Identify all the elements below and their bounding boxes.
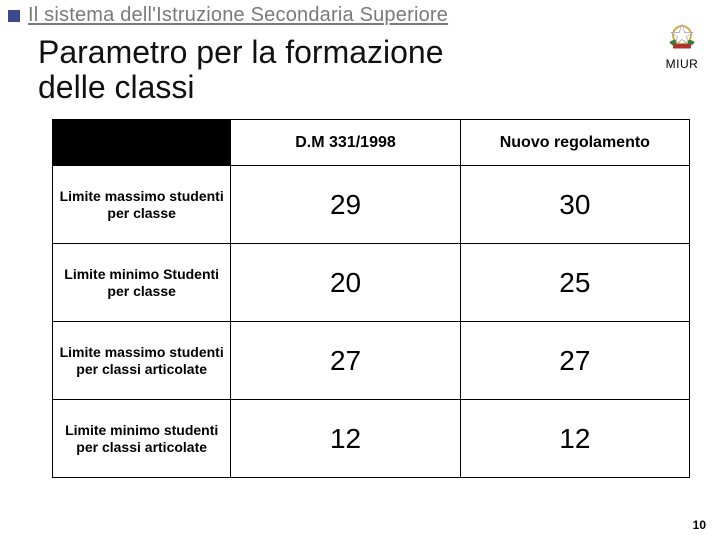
table-row: Limite massimo studenti per classe 29 30 [53,166,690,244]
page-title: Parametro per la formazione delle classi [38,35,444,105]
col-header-new: Nuovo regolamento [460,120,689,166]
title-line2: delle classi [38,69,195,105]
table-wrap: D.M 331/1998 Nuovo regolamento Limite ma… [0,105,720,478]
parameters-table: D.M 331/1998 Nuovo regolamento Limite ma… [52,119,690,478]
row-label: Limite minimo studenti per classi artico… [53,400,231,478]
row-label: Limite massimo studenti per classe [53,166,231,244]
cell-value: 12 [231,400,460,478]
cell-value: 25 [460,244,689,322]
col-header-old: D.M 331/1998 [231,120,460,166]
header-band: Il sistema dell'Istruzione Secondaria Su… [0,0,720,29]
cell-value: 20 [231,244,460,322]
row-label: Limite massimo studenti per classi artic… [53,322,231,400]
table-header-blank [53,120,231,166]
italy-emblem-icon [664,17,700,53]
title-row: Parametro per la formazione delle classi… [0,29,720,105]
table-row: Limite minimo studenti per classi artico… [53,400,690,478]
bullet-icon [8,10,20,22]
title-line1: Parametro per la formazione [38,34,444,70]
logo-label: MIUR [666,57,699,71]
cell-value: 27 [460,322,689,400]
cell-value: 12 [460,400,689,478]
logo-block: MIUR [664,17,700,71]
table-row: Limite minimo Studenti per classe 20 25 [53,244,690,322]
page-number: 10 [693,518,706,532]
cell-value: 27 [231,322,460,400]
cell-value: 30 [460,166,689,244]
breadcrumb: Il sistema dell'Istruzione Secondaria Su… [28,4,448,27]
cell-value: 29 [231,166,460,244]
table-row: Limite massimo studenti per classi artic… [53,322,690,400]
row-label: Limite minimo Studenti per classe [53,244,231,322]
table-header-row: D.M 331/1998 Nuovo regolamento [53,120,690,166]
